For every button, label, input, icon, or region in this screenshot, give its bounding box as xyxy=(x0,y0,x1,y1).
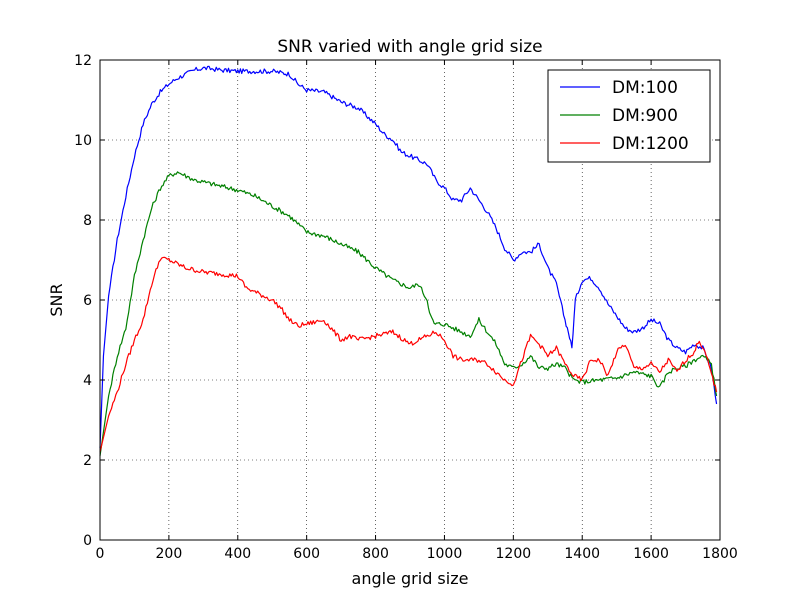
chart-title: SNR varied with angle grid size xyxy=(277,37,542,57)
x-tick-label: 1800 xyxy=(702,546,738,562)
y-axis-label: SNR xyxy=(47,283,66,316)
x-axis-ticks: 0 200 400 600 800 1000 1200 1400 1600 1800 xyxy=(96,60,738,562)
x-tick-label: 1400 xyxy=(564,546,600,562)
series-line-dm-100 xyxy=(99,65,718,449)
x-tick-label: 1600 xyxy=(633,546,669,562)
series-line-dm-1200 xyxy=(99,256,718,453)
x-tick-label: 1000 xyxy=(427,546,463,562)
y-tick-label: 10 xyxy=(74,133,92,149)
x-tick-label: 600 xyxy=(293,546,320,562)
legend-entries: DM:100 DM:900 DM:1200 xyxy=(560,78,689,154)
legend-label-dm-900: DM:900 xyxy=(612,106,678,126)
x-axis-label: angle grid size xyxy=(352,569,469,588)
series-layer xyxy=(99,65,718,457)
legend-label-dm-100: DM:100 xyxy=(612,78,678,98)
y-axis-ticks: 0 2 4 6 8 10 12 xyxy=(74,53,720,549)
y-tick-label: 0 xyxy=(83,533,92,549)
x-tick-label: 0 xyxy=(96,546,105,562)
x-tick-label: 400 xyxy=(224,546,251,562)
x-tick-label: 200 xyxy=(156,546,183,562)
x-tick-label: 800 xyxy=(362,546,389,562)
y-tick-label: 4 xyxy=(83,373,92,389)
legend: DM:100 DM:900 DM:1200 xyxy=(547,69,711,163)
y-tick-label: 8 xyxy=(83,213,92,229)
y-tick-label: 2 xyxy=(83,453,92,469)
x-tick-label: 1200 xyxy=(496,546,532,562)
y-tick-label: 6 xyxy=(83,293,92,309)
y-tick-label: 12 xyxy=(74,53,92,69)
legend-label-dm-1200: DM:1200 xyxy=(612,134,689,154)
legend-box xyxy=(547,69,711,163)
series-line-dm-900 xyxy=(99,171,718,457)
